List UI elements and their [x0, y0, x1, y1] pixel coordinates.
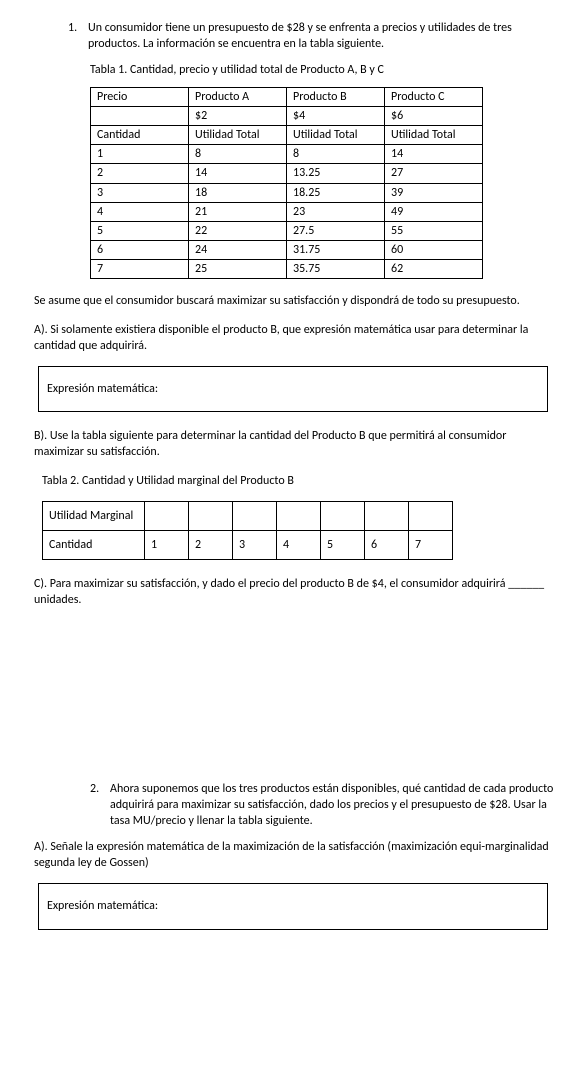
t1-cell: 8 [287, 145, 385, 164]
table1: Precio Producto A Producto B Producto C … [90, 87, 483, 280]
t1-cell: 22 [189, 221, 287, 240]
t1-cell: 18 [189, 183, 287, 202]
t2-cell: 5 [321, 530, 365, 559]
t1-cell: 24 [189, 241, 287, 260]
t1-cell: 14 [385, 145, 483, 164]
q2-text: Ahora suponemos que los tres productos e… [110, 781, 556, 830]
t1-h-util: Utilidad Total [287, 125, 385, 144]
t1-h-prodB: Producto B [287, 87, 385, 106]
t1-cell: 27 [385, 164, 483, 183]
t2-cell [409, 501, 453, 530]
t2-cell: 2 [189, 530, 233, 559]
t1-cell: 2 [91, 164, 189, 183]
q1-part-c: C). Para maximizar su satisfacción, y da… [30, 576, 556, 608]
t1-h-util: Utilidad Total [385, 125, 483, 144]
t1-cell: $2 [189, 106, 287, 125]
t1-cell [91, 106, 189, 125]
t1-cell: 5 [91, 221, 189, 240]
q1-number: 1. [68, 20, 88, 52]
t1-cell: 35.75 [287, 260, 385, 279]
t1-cell: 31.75 [287, 241, 385, 260]
t1-h-precio: Precio [91, 87, 189, 106]
t2-cell: 7 [409, 530, 453, 559]
t1-cell: 27.5 [287, 221, 385, 240]
t1-cell: 25 [189, 260, 287, 279]
t2-cell [277, 501, 321, 530]
t2-cant-label: Cantidad [43, 530, 145, 559]
t1-cell: $4 [287, 106, 385, 125]
t2-cell [189, 501, 233, 530]
table1-caption: Tabla 1. Cantidad, precio y utilidad tot… [90, 62, 556, 78]
t1-cell: 6 [91, 241, 189, 260]
table2-caption: Tabla 2. Cantidad y Utilidad marginal de… [38, 473, 556, 489]
t1-cell: 1 [91, 145, 189, 164]
t2-cell [145, 501, 189, 530]
t1-cell: 23 [287, 202, 385, 221]
t2-cell [321, 501, 365, 530]
t1-cell: 55 [385, 221, 483, 240]
t1-cell: 7 [91, 260, 189, 279]
q1-part-b: B). Use la tabla siguiente para determin… [30, 428, 556, 460]
q1-part-a: A). Si solamente existiera disponible el… [30, 322, 556, 354]
t1-cell: 18.25 [287, 183, 385, 202]
t1-cell: 49 [385, 202, 483, 221]
t1-cell: 21 [189, 202, 287, 221]
t1-h-cantidad: Cantidad [91, 125, 189, 144]
answer-box-a-label: Expresión matemática: [47, 382, 158, 396]
t2-cell [365, 501, 409, 530]
t2-cell: 4 [277, 530, 321, 559]
q1-text: Un consumidor tiene un presupuesto de $2… [88, 20, 556, 52]
t1-cell: 62 [385, 260, 483, 279]
q2-number: 2. [90, 781, 110, 830]
t1-cell: 13.25 [287, 164, 385, 183]
q1-assumption: Se asume que el consumidor buscará maxim… [30, 293, 556, 309]
t1-h-prodA: Producto A [189, 87, 287, 106]
t1-cell: 60 [385, 241, 483, 260]
t1-h-util: Utilidad Total [189, 125, 287, 144]
t2-um-label: Utilidad Marginal [43, 501, 145, 530]
t2-cell: 6 [365, 530, 409, 559]
t1-cell: 4 [91, 202, 189, 221]
answer-box-q2a-label: Expresión matemática: [47, 899, 158, 913]
answer-box-q2a: Expresión matemática: [38, 883, 548, 929]
t2-cell [233, 501, 277, 530]
t1-cell: 3 [91, 183, 189, 202]
answer-box-a: Expresión matemática: [38, 366, 548, 412]
q2-part-a: A). Señale la expresión matemática de la… [30, 839, 556, 871]
table2: Utilidad Marginal Cantidad 1 2 3 4 5 6 7 [42, 501, 453, 560]
t1-cell: $6 [385, 106, 483, 125]
t1-h-prodC: Producto C [385, 87, 483, 106]
t1-cell: 39 [385, 183, 483, 202]
t1-cell: 8 [189, 145, 287, 164]
t2-cell: 1 [145, 530, 189, 559]
t1-cell: 14 [189, 164, 287, 183]
t2-cell: 3 [233, 530, 277, 559]
